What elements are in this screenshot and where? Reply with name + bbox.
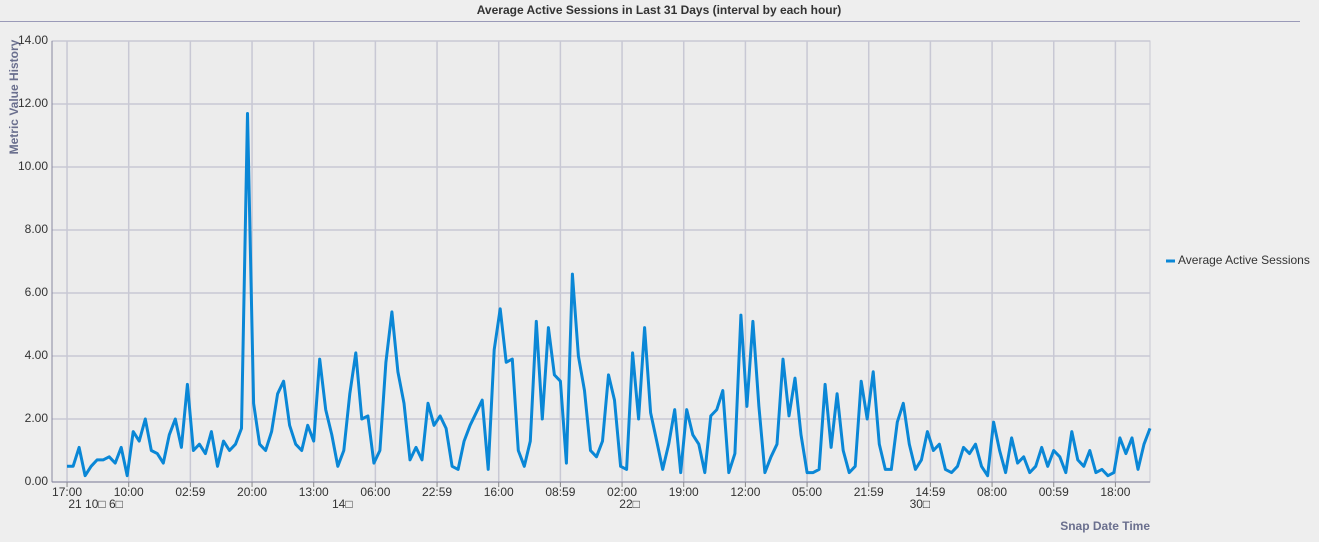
x-tick-label: 18:00 [1100,485,1130,499]
x-tick-label: 06:00 [360,485,390,499]
x-tick-label: 21:59 [854,485,884,499]
x-tick-label: 17:00 [52,485,82,499]
y-tick-label: 10.00 [18,159,48,173]
y-axis-title: Metric Value History [7,39,21,154]
y-tick-label: 0.00 [25,474,49,488]
x-date-label: 14□ [332,497,353,511]
x-date-label: 21 10□ 6□ [68,497,123,511]
x-tick-label: 08:00 [977,485,1007,499]
x-tick-label: 10:00 [114,485,144,499]
chart-title: Average Active Sessions in Last 31 Days … [477,3,842,17]
x-axis-title: Snap Date Time [1060,519,1150,533]
x-tick-label: 22:59 [422,485,452,499]
x-tick-label: 16:00 [484,485,514,499]
x-tick-label: 05:00 [792,485,822,499]
y-tick-label: 6.00 [25,285,49,299]
x-tick-label: 02:00 [607,485,637,499]
x-tick-label: 20:00 [237,485,267,499]
y-tick-label: 4.00 [25,348,49,362]
legend-label: Average Active Sessions [1178,253,1310,267]
x-tick-label: 19:00 [669,485,699,499]
x-tick-label: 00:59 [1039,485,1069,499]
y-tick-label: 8.00 [25,222,49,236]
x-tick-label: 13:00 [299,485,329,499]
x-tick-label: 12:00 [730,485,760,499]
plot-area [51,40,1151,483]
x-tick-label: 08:59 [545,485,575,499]
x-tick-label: 02:59 [175,485,205,499]
y-tick-label: 12.00 [18,96,48,110]
x-tick-label: 14:59 [915,485,945,499]
y-tick-label: 2.00 [25,411,49,425]
x-date-label: 22□ [619,497,640,511]
y-tick-label: 14.00 [18,33,48,47]
line-series [67,112,1152,478]
x-date-label: 30□ [910,497,931,511]
